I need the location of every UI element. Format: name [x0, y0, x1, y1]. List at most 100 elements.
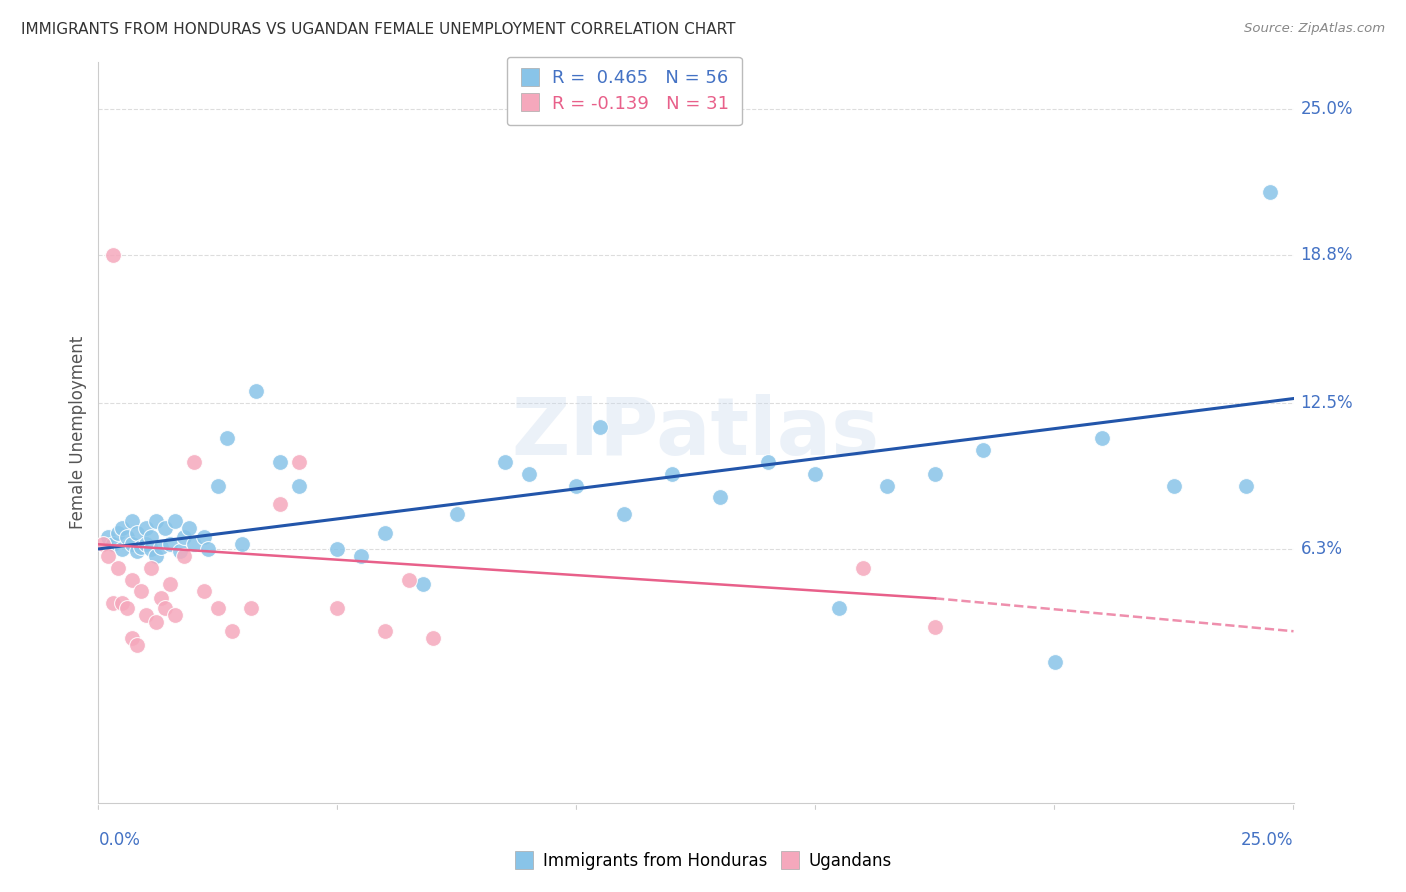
Point: [145, 549, 167, 563]
Point: [852, 561, 875, 575]
Point: [221, 624, 243, 639]
Point: [97, 549, 120, 563]
Point: [139, 561, 162, 575]
Point: [1163, 478, 1185, 492]
Text: ZIPatlas: ZIPatlas: [512, 393, 880, 472]
Point: [374, 624, 396, 639]
Point: [101, 248, 124, 262]
Text: 12.5%: 12.5%: [1301, 394, 1353, 412]
Point: [217, 432, 239, 446]
Point: [101, 537, 124, 551]
Point: [111, 596, 134, 610]
Point: [139, 541, 162, 556]
Point: [972, 443, 994, 458]
Text: 18.8%: 18.8%: [1301, 246, 1353, 264]
Point: [193, 530, 215, 544]
Point: [709, 490, 731, 504]
Point: [207, 600, 229, 615]
Point: [828, 600, 851, 615]
Point: [107, 561, 129, 575]
Point: [804, 467, 827, 481]
Point: [326, 541, 349, 556]
Point: [145, 615, 167, 629]
Point: [125, 525, 148, 540]
Point: [613, 507, 636, 521]
Point: [135, 537, 157, 551]
Point: [240, 600, 263, 615]
Point: [756, 455, 779, 469]
Point: [115, 530, 138, 544]
Point: [149, 591, 172, 606]
Point: [374, 525, 396, 540]
Point: [131, 584, 153, 599]
Point: [589, 419, 612, 434]
Point: [1043, 655, 1066, 669]
Point: [269, 455, 291, 469]
Point: [101, 596, 124, 610]
Point: [135, 521, 157, 535]
Point: [924, 467, 946, 481]
Point: [97, 530, 120, 544]
Point: [135, 607, 157, 622]
Point: [245, 384, 267, 399]
Point: [169, 544, 191, 558]
Point: [1091, 432, 1114, 446]
Point: [111, 521, 134, 535]
Point: [125, 638, 148, 652]
Text: IMMIGRANTS FROM HONDURAS VS UGANDAN FEMALE UNEMPLOYMENT CORRELATION CHART: IMMIGRANTS FROM HONDURAS VS UGANDAN FEMA…: [21, 22, 735, 37]
Point: [183, 455, 205, 469]
Point: [131, 540, 153, 554]
Point: [494, 455, 516, 469]
Text: 0.0%: 0.0%: [98, 831, 141, 849]
Point: [326, 600, 349, 615]
Point: [446, 507, 468, 521]
Point: [121, 573, 143, 587]
Point: [231, 537, 253, 551]
Point: [398, 573, 420, 587]
Point: [121, 537, 143, 551]
Y-axis label: Female Unemployment: Female Unemployment: [69, 336, 87, 529]
Point: [1234, 478, 1257, 492]
Point: [111, 541, 134, 556]
Point: [159, 577, 181, 591]
Point: [924, 619, 946, 633]
Point: [1258, 185, 1281, 199]
Text: 25.0%: 25.0%: [1301, 101, 1353, 119]
Point: [149, 540, 172, 554]
Point: [155, 600, 177, 615]
Point: [173, 549, 195, 563]
Point: [288, 455, 311, 469]
Point: [173, 530, 195, 544]
Legend: Immigrants from Honduras, Ugandans: Immigrants from Honduras, Ugandans: [508, 846, 898, 877]
Point: [207, 478, 229, 492]
Legend: R =  0.465   N = 56, R = -0.139   N = 31: R = 0.465 N = 56, R = -0.139 N = 31: [508, 57, 741, 125]
Point: [288, 478, 311, 492]
Point: [193, 584, 215, 599]
Point: [565, 478, 588, 492]
Point: [876, 478, 898, 492]
Point: [91, 537, 114, 551]
Text: 6.3%: 6.3%: [1301, 540, 1343, 558]
Point: [155, 521, 177, 535]
Point: [269, 497, 291, 511]
Point: [125, 544, 148, 558]
Point: [139, 530, 162, 544]
Point: [197, 541, 219, 556]
Point: [179, 521, 201, 535]
Point: [115, 600, 138, 615]
Text: 25.0%: 25.0%: [1241, 831, 1294, 849]
Point: [159, 537, 181, 551]
Point: [661, 467, 683, 481]
Point: [412, 577, 434, 591]
Point: [422, 632, 444, 646]
Point: [121, 632, 143, 646]
Point: [145, 514, 167, 528]
Point: [183, 537, 205, 551]
Point: [163, 607, 186, 622]
Point: [163, 514, 186, 528]
Point: [107, 525, 129, 540]
Point: [121, 514, 143, 528]
Text: Source: ZipAtlas.com: Source: ZipAtlas.com: [1244, 22, 1385, 36]
Point: [517, 467, 540, 481]
Point: [350, 549, 373, 563]
